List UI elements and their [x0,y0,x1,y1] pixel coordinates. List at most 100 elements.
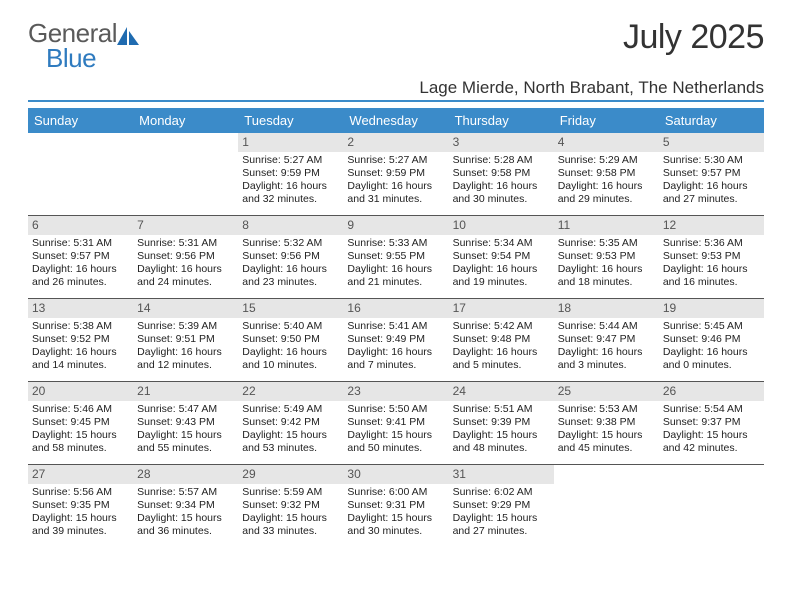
week-row: 27Sunrise: 5:56 AMSunset: 9:35 PMDayligh… [28,465,764,547]
sunrise-text: Sunrise: 5:31 AM [32,237,129,250]
daylight-text: Daylight: 16 hours and 5 minutes. [453,346,550,372]
sunset-text: Sunset: 9:59 PM [242,167,339,180]
sunset-text: Sunset: 9:34 PM [137,499,234,512]
week-row: 1Sunrise: 5:27 AMSunset: 9:59 PMDaylight… [28,133,764,216]
sunrise-text: Sunrise: 5:33 AM [347,237,444,250]
daylight-text: Daylight: 15 hours and 30 minutes. [347,512,444,538]
sunset-text: Sunset: 9:57 PM [32,250,129,263]
daylight-text: Daylight: 16 hours and 24 minutes. [137,263,234,289]
day-body: Sunrise: 5:40 AMSunset: 9:50 PMDaylight:… [238,318,343,377]
day-cell: 29Sunrise: 5:59 AMSunset: 9:32 PMDayligh… [238,465,343,547]
day-body: Sunrise: 5:35 AMSunset: 9:53 PMDaylight:… [554,235,659,294]
day-number: 25 [554,382,659,401]
day-number: 5 [659,133,764,152]
day-body: Sunrise: 5:29 AMSunset: 9:58 PMDaylight:… [554,152,659,211]
sunset-text: Sunset: 9:46 PM [663,333,760,346]
dayhead-sat: Saturday [659,108,764,133]
sunrise-text: Sunrise: 5:44 AM [558,320,655,333]
dayhead-fri: Friday [554,108,659,133]
daylight-text: Daylight: 16 hours and 30 minutes. [453,180,550,206]
day-cell: 21Sunrise: 5:47 AMSunset: 9:43 PMDayligh… [133,382,238,464]
day-number: 7 [133,216,238,235]
day-body: Sunrise: 5:50 AMSunset: 9:41 PMDaylight:… [343,401,448,460]
daylight-text: Daylight: 16 hours and 27 minutes. [663,180,760,206]
day-number: 29 [238,465,343,484]
day-cell: 30Sunrise: 6:00 AMSunset: 9:31 PMDayligh… [343,465,448,547]
sunset-text: Sunset: 9:42 PM [242,416,339,429]
day-number: 3 [449,133,554,152]
day-number: 19 [659,299,764,318]
day-body: Sunrise: 5:53 AMSunset: 9:38 PMDaylight:… [554,401,659,460]
day-number [659,465,764,484]
sunset-text: Sunset: 9:59 PM [347,167,444,180]
sunrise-text: Sunrise: 5:57 AM [137,486,234,499]
daylight-text: Daylight: 16 hours and 18 minutes. [558,263,655,289]
day-body: Sunrise: 6:02 AMSunset: 9:29 PMDaylight:… [449,484,554,543]
sunrise-text: Sunrise: 5:47 AM [137,403,234,416]
day-body: Sunrise: 5:36 AMSunset: 9:53 PMDaylight:… [659,235,764,294]
daylight-text: Daylight: 16 hours and 12 minutes. [137,346,234,372]
day-body: Sunrise: 5:31 AMSunset: 9:57 PMDaylight:… [28,235,133,294]
day-number: 6 [28,216,133,235]
day-cell [28,133,133,215]
day-cell [659,465,764,547]
sunset-text: Sunset: 9:29 PM [453,499,550,512]
logo: General Blue [28,18,141,74]
day-number: 8 [238,216,343,235]
day-body: Sunrise: 5:51 AMSunset: 9:39 PMDaylight:… [449,401,554,460]
day-number: 24 [449,382,554,401]
daylight-text: Daylight: 15 hours and 33 minutes. [242,512,339,538]
daylight-text: Daylight: 15 hours and 55 minutes. [137,429,234,455]
sunrise-text: Sunrise: 5:42 AM [453,320,550,333]
day-cell: 27Sunrise: 5:56 AMSunset: 9:35 PMDayligh… [28,465,133,547]
dayhead-wed: Wednesday [343,108,448,133]
day-body: Sunrise: 5:41 AMSunset: 9:49 PMDaylight:… [343,318,448,377]
logo-sail-icon [115,25,141,47]
daylight-text: Daylight: 16 hours and 0 minutes. [663,346,760,372]
day-body: Sunrise: 5:27 AMSunset: 9:59 PMDaylight:… [238,152,343,211]
sunrise-text: Sunrise: 5:56 AM [32,486,129,499]
dayhead-sun: Sunday [28,108,133,133]
sunrise-text: Sunrise: 5:59 AM [242,486,339,499]
day-number [28,133,133,152]
day-cell: 7Sunrise: 5:31 AMSunset: 9:56 PMDaylight… [133,216,238,298]
day-body: Sunrise: 5:49 AMSunset: 9:42 PMDaylight:… [238,401,343,460]
daylight-text: Daylight: 16 hours and 21 minutes. [347,263,444,289]
sunset-text: Sunset: 9:43 PM [137,416,234,429]
sunset-text: Sunset: 9:37 PM [663,416,760,429]
sunrise-text: Sunrise: 5:30 AM [663,154,760,167]
sunrise-text: Sunrise: 5:31 AM [137,237,234,250]
title-block: July 2025 [623,18,764,57]
day-number: 26 [659,382,764,401]
daylight-text: Daylight: 16 hours and 19 minutes. [453,263,550,289]
day-header-row: Sunday Monday Tuesday Wednesday Thursday… [28,108,764,133]
day-number: 16 [343,299,448,318]
day-number: 18 [554,299,659,318]
day-cell: 15Sunrise: 5:40 AMSunset: 9:50 PMDayligh… [238,299,343,381]
day-body: Sunrise: 5:44 AMSunset: 9:47 PMDaylight:… [554,318,659,377]
day-cell: 17Sunrise: 5:42 AMSunset: 9:48 PMDayligh… [449,299,554,381]
day-body: Sunrise: 5:28 AMSunset: 9:58 PMDaylight:… [449,152,554,211]
calendar: Sunday Monday Tuesday Wednesday Thursday… [28,108,764,547]
sunrise-text: Sunrise: 5:34 AM [453,237,550,250]
day-cell: 18Sunrise: 5:44 AMSunset: 9:47 PMDayligh… [554,299,659,381]
dayhead-thu: Thursday [449,108,554,133]
daylight-text: Daylight: 16 hours and 16 minutes. [663,263,760,289]
sunset-text: Sunset: 9:49 PM [347,333,444,346]
day-cell: 28Sunrise: 5:57 AMSunset: 9:34 PMDayligh… [133,465,238,547]
daylight-text: Daylight: 15 hours and 42 minutes. [663,429,760,455]
day-cell: 19Sunrise: 5:45 AMSunset: 9:46 PMDayligh… [659,299,764,381]
location-text: Lage Mierde, North Brabant, The Netherla… [419,78,764,97]
day-cell: 22Sunrise: 5:49 AMSunset: 9:42 PMDayligh… [238,382,343,464]
day-number: 4 [554,133,659,152]
day-body: Sunrise: 5:31 AMSunset: 9:56 PMDaylight:… [133,235,238,294]
day-number: 17 [449,299,554,318]
sunrise-text: Sunrise: 5:27 AM [347,154,444,167]
day-body: Sunrise: 5:30 AMSunset: 9:57 PMDaylight:… [659,152,764,211]
sunset-text: Sunset: 9:54 PM [453,250,550,263]
day-cell: 10Sunrise: 5:34 AMSunset: 9:54 PMDayligh… [449,216,554,298]
day-number: 22 [238,382,343,401]
sunset-text: Sunset: 9:56 PM [242,250,339,263]
sunset-text: Sunset: 9:39 PM [453,416,550,429]
week-row: 13Sunrise: 5:38 AMSunset: 9:52 PMDayligh… [28,299,764,382]
